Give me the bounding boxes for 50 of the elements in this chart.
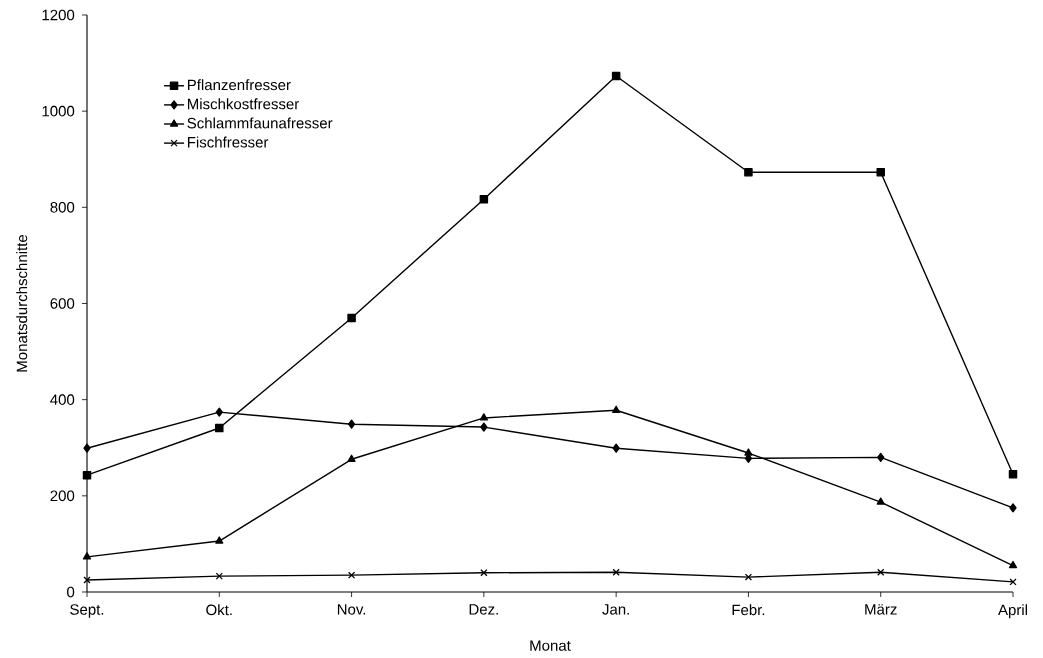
point (1008, 469, 1018, 479)
legend-label: Fischfresser (187, 136, 269, 148)
point (215, 407, 223, 417)
point (82, 470, 92, 480)
y-tick-label: 400 (50, 394, 75, 405)
legend-label: Pflanzenfresser (187, 79, 291, 91)
point (479, 413, 488, 421)
point (215, 572, 223, 580)
y-axis-title: Monatsdurchschnitte (16, 234, 28, 372)
point (876, 167, 885, 177)
point (744, 167, 753, 177)
point (83, 443, 91, 453)
x-tick-label: Okt. (206, 604, 232, 616)
point (877, 452, 885, 463)
x-tick-label: März (865, 604, 897, 615)
point (1009, 503, 1017, 513)
point (1008, 560, 1018, 569)
x-tick-label: Dez. (469, 604, 498, 615)
point (347, 313, 356, 323)
point (1009, 578, 1017, 586)
y-tick-label: 600 (50, 298, 75, 309)
point (612, 568, 620, 576)
point (744, 448, 753, 456)
y-tick-label: 1000 (42, 105, 75, 117)
point (215, 536, 224, 544)
point (347, 454, 356, 462)
y-tick-label: 800 (50, 202, 75, 213)
x-tick-label: Nov. (337, 604, 366, 615)
point (480, 422, 488, 432)
x-axis-title: Monat (530, 640, 571, 651)
x-tick-label: April (998, 604, 1027, 619)
y-tick-label: 0 (67, 586, 75, 598)
y-tick-label: 1200 (42, 9, 75, 21)
point (82, 552, 92, 560)
point (744, 573, 753, 581)
y-tick-label: 200 (50, 490, 75, 502)
point (347, 571, 356, 579)
point (480, 569, 488, 577)
point (479, 194, 489, 204)
x-tick-label: Jan. (602, 604, 629, 615)
point (876, 497, 885, 505)
point (347, 419, 356, 429)
point (215, 423, 224, 433)
point (611, 71, 621, 81)
legend-label: Mischkostfresser (187, 98, 300, 110)
x-tick-label: Sept. (70, 604, 104, 618)
x-tick-label: Febr. (732, 604, 765, 616)
point (612, 405, 621, 413)
point (612, 443, 620, 453)
legend-label: Schlammfaunafresser (187, 117, 333, 129)
